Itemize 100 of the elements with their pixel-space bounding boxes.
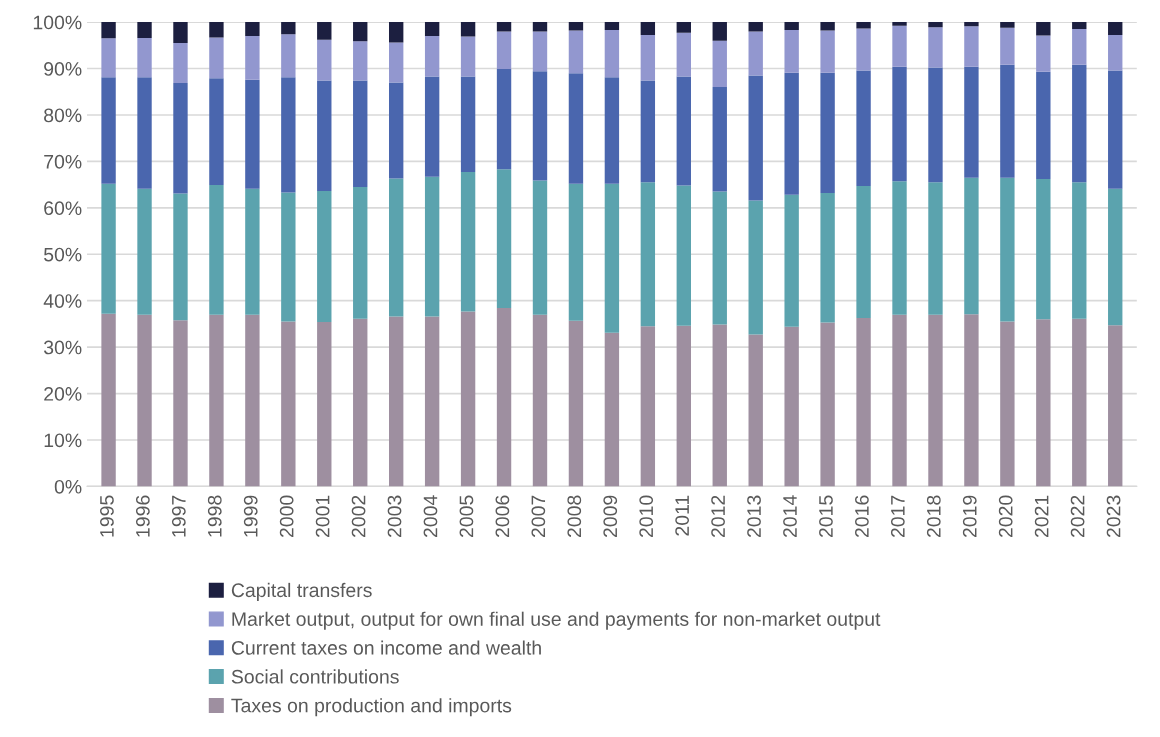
legend-label: Capital transfers [231,582,372,601]
bar [568,183,584,321]
bar [389,22,404,43]
bar [496,22,512,32]
x-tick-label: 2011 [675,495,690,536]
bar [101,77,116,184]
bar [748,200,763,335]
bar [389,178,404,317]
bar [460,22,476,37]
bar [928,182,943,315]
bar [928,67,943,183]
bar [676,22,691,33]
bar [281,22,296,35]
bar [568,320,584,487]
bar [1000,321,1015,487]
bar [245,188,260,315]
bar [604,22,620,30]
bar [209,314,224,487]
bar [173,193,188,321]
y-tick-label: 40% [43,294,82,308]
bar [820,22,835,31]
bar [820,30,835,73]
bar [1072,29,1087,65]
bar [1108,188,1123,326]
bar [676,325,691,487]
bar [1000,22,1015,28]
bar [1108,35,1123,71]
bar [928,27,943,68]
x-tick-label: 2020 [998,495,1013,538]
legend-label: Taxes on production and imports [231,698,512,717]
bar [137,22,152,38]
bar [1000,27,1015,65]
x-tick-label: 2004 [423,495,438,538]
bar [424,176,440,317]
bar [1036,35,1051,72]
bar [496,31,512,70]
bar [209,37,224,79]
bar [604,30,620,78]
bar [1000,64,1015,178]
x-tick-label: 1998 [207,495,222,537]
bar [317,39,332,81]
bar [784,22,799,30]
bar [568,22,584,31]
bar [856,28,871,71]
bar [281,34,296,78]
bar [460,172,476,312]
bar [1000,177,1015,322]
bar [964,177,979,315]
bar [460,36,476,77]
bar [1072,22,1087,30]
bar [604,183,620,333]
x-tick-label: 2000 [279,495,294,538]
bar [928,314,943,487]
bar [712,324,727,487]
bar [1072,182,1087,319]
bar [353,186,368,319]
bar [137,37,152,78]
x-tick-label: 1995 [100,495,114,537]
bar [892,22,907,26]
bar [676,32,691,77]
bar [532,314,548,487]
bar [389,42,404,83]
bar [640,22,656,36]
bar [353,318,368,487]
x-tick-label: 1999 [243,495,258,537]
bar [532,22,548,32]
bar [1108,22,1123,36]
bar [424,316,440,487]
bar [281,321,296,487]
x-tick-label: 2014 [783,495,797,538]
x-tick-label: 2010 [639,495,654,538]
x-tick-label: 2016 [855,495,869,538]
bar [532,180,548,315]
x-tick-label: 2005 [459,495,474,538]
bar [604,332,620,487]
bar [712,22,727,41]
y-tick-label: 30% [43,340,82,355]
x-tick-label: 2013 [747,495,761,538]
bar [856,317,871,487]
x-tick-label: 2017 [890,495,905,538]
x-tick-label: 1997 [171,495,186,537]
bar [820,322,835,487]
y-tick-label: 90% [44,62,82,76]
bar [173,82,188,194]
legend-label: Social contributions [231,669,399,684]
bar [856,186,871,318]
bar [245,22,260,37]
bar [281,192,296,322]
y-tick-label: 0% [54,479,82,494]
x-tick-label: 2018 [926,495,941,538]
x-tick-label: 2007 [531,495,546,538]
bar [568,73,584,184]
x-tick-label: 2002 [351,495,366,538]
bar [784,194,799,327]
bar [748,31,763,76]
bar [353,41,368,81]
bar [820,72,835,193]
bar [604,77,620,184]
x-tick-label: 2023 [1106,495,1121,538]
bar [1072,64,1087,183]
